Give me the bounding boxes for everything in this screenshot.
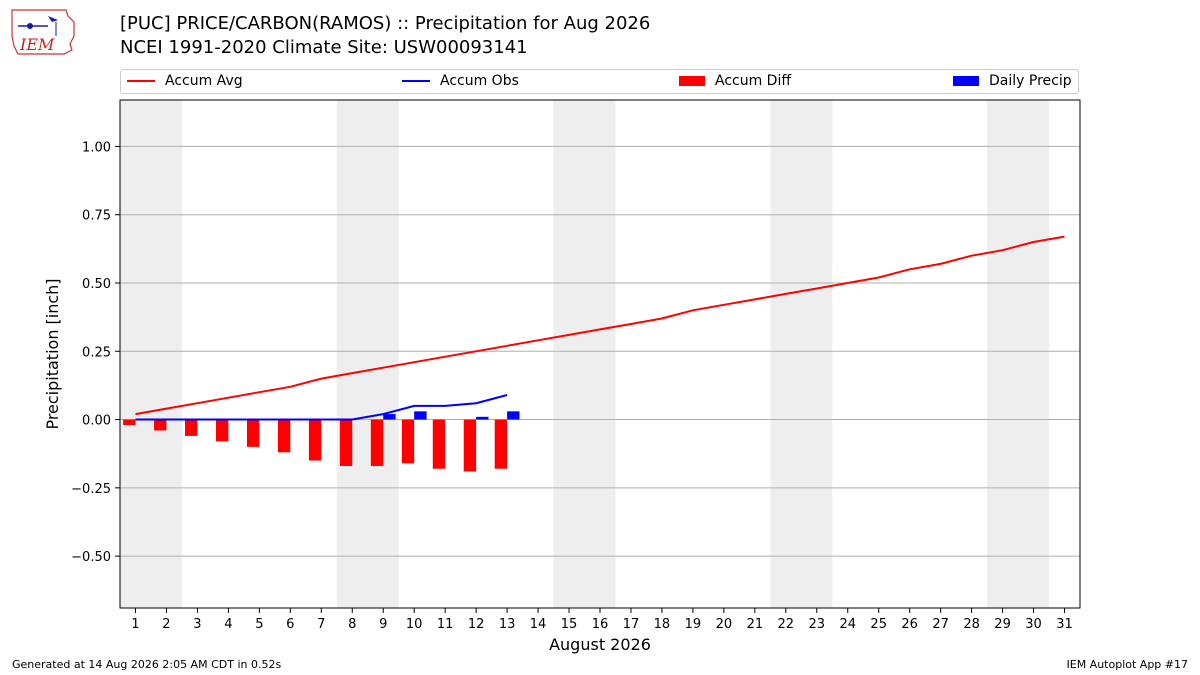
x-tick-label: 25	[870, 617, 887, 632]
legend: Accum Avg Accum Obs Accum Diff Daily Pre…	[120, 69, 1079, 94]
lines	[135, 235, 1065, 421]
accum-diff-bar	[185, 419, 198, 436]
x-tick-label: 6	[286, 617, 294, 632]
legend-item-accum-avg: Accum Avg	[127, 73, 243, 91]
daily-precip-bar	[414, 411, 427, 420]
iem-logo: IEM	[11, 9, 75, 55]
y-tick-label: 0.50	[82, 277, 111, 292]
x-tick-label: 4	[224, 617, 232, 632]
x-tick-label: 3	[193, 617, 201, 632]
y-axis-label: Precipitation [inch]	[43, 278, 62, 429]
x-tick-label: 20	[716, 617, 733, 632]
logo-text: IEM	[19, 35, 55, 54]
app-label: IEM Autoplot App #17	[1066, 658, 1189, 671]
x-tick-label: 17	[623, 617, 640, 632]
y-tick-label: −0.50	[71, 550, 111, 565]
y-tick-label: 0.00	[82, 414, 111, 429]
y-tick-label: 0.25	[82, 345, 111, 360]
weekend-band	[120, 100, 182, 608]
weekend-band	[553, 100, 616, 608]
daily-precip-bar	[383, 414, 396, 420]
y-tick-label: −0.25	[71, 482, 111, 497]
x-tick-label: 14	[530, 617, 547, 632]
weekend-band	[770, 100, 833, 608]
legend-swatch-accum-avg	[127, 80, 155, 82]
accum-diff-bar	[216, 419, 229, 442]
accum-diff-bar	[401, 419, 415, 464]
x-tick-label: 26	[901, 617, 918, 632]
x-tick-label: 10	[406, 617, 423, 632]
x-axis-label: August 2026	[549, 635, 651, 654]
accum-diff-bar	[463, 419, 477, 472]
weekend-shading	[120, 100, 1050, 608]
x-tick-label: 7	[317, 617, 325, 632]
x-tick-label: 21	[747, 617, 764, 632]
accum-diff-bar	[339, 419, 353, 466]
legend-item-daily-precip: Daily Precip	[953, 73, 1072, 91]
generated-timestamp: Generated at 14 Aug 2026 2:05 AM CDT in …	[12, 658, 282, 671]
x-tick-label: 2	[162, 617, 170, 632]
gridlines	[120, 145, 1080, 557]
x-tick-label: 19	[685, 617, 702, 632]
accum-diff-bar	[494, 419, 508, 469]
x-tick-label: 22	[778, 617, 795, 632]
axis-ticks: −0.50−0.250.000.250.500.751.001 2 3 4 5 6 7 8 9 1…	[71, 140, 1073, 632]
x-tick-label: 28	[963, 617, 980, 632]
x-tick-label: 5	[255, 617, 263, 632]
accum-diff-bar	[154, 419, 167, 431]
x-tick-label: 9	[379, 617, 387, 632]
legend-swatch-accum-diff	[679, 76, 705, 86]
accum-avg-line	[135, 235, 1065, 416]
accum-diff-bar	[246, 419, 260, 447]
legend-label: Accum Obs	[440, 73, 519, 89]
y-tick-label: 1.00	[82, 140, 111, 155]
x-tick-label: 27	[932, 617, 949, 632]
x-tick-label: 31	[1056, 617, 1073, 632]
accum-diff-bar	[370, 419, 384, 466]
accum-diff-bar	[277, 419, 291, 453]
x-tick-label: 12	[468, 617, 485, 632]
bars	[123, 411, 520, 472]
x-tick-label: 8	[348, 617, 356, 632]
x-tick-label: 13	[499, 617, 516, 632]
chart-subtitle: NCEI 1991-2020 Climate Site: USW00093141	[120, 37, 528, 58]
x-tick-label: 29	[994, 617, 1011, 632]
accum-diff-bar	[308, 419, 322, 461]
x-tick-label: 24	[839, 617, 856, 632]
legend-swatch-daily-precip	[953, 76, 979, 86]
legend-item-accum-diff: Accum Diff	[679, 73, 791, 91]
daily-precip-bar	[476, 416, 489, 420]
y-tick-label: 0.75	[82, 209, 111, 224]
accum-diff-bar	[123, 419, 136, 426]
daily-precip-bar	[507, 411, 520, 420]
x-tick-label: 23	[809, 617, 826, 632]
weekend-band	[336, 100, 399, 608]
x-tick-label: 15	[561, 617, 578, 632]
legend-item-accum-obs: Accum Obs	[402, 73, 519, 91]
x-tick-label: 1	[131, 617, 139, 632]
chart-title: [PUC] PRICE/CARBON(RAMOS) :: Precipitati…	[120, 13, 651, 34]
x-tick-label: 16	[592, 617, 609, 632]
legend-label: Accum Avg	[165, 73, 243, 89]
legend-label: Accum Diff	[715, 73, 792, 89]
weekend-band	[987, 100, 1050, 608]
x-tick-label: 30	[1025, 617, 1042, 632]
x-tick-label: 18	[654, 617, 671, 632]
x-tick-label: 11	[437, 617, 454, 632]
legend-swatch-accum-obs	[402, 80, 430, 82]
legend-label: Daily Precip	[989, 73, 1072, 89]
accum-diff-bar	[432, 419, 446, 469]
accum-obs-line	[135, 394, 508, 421]
